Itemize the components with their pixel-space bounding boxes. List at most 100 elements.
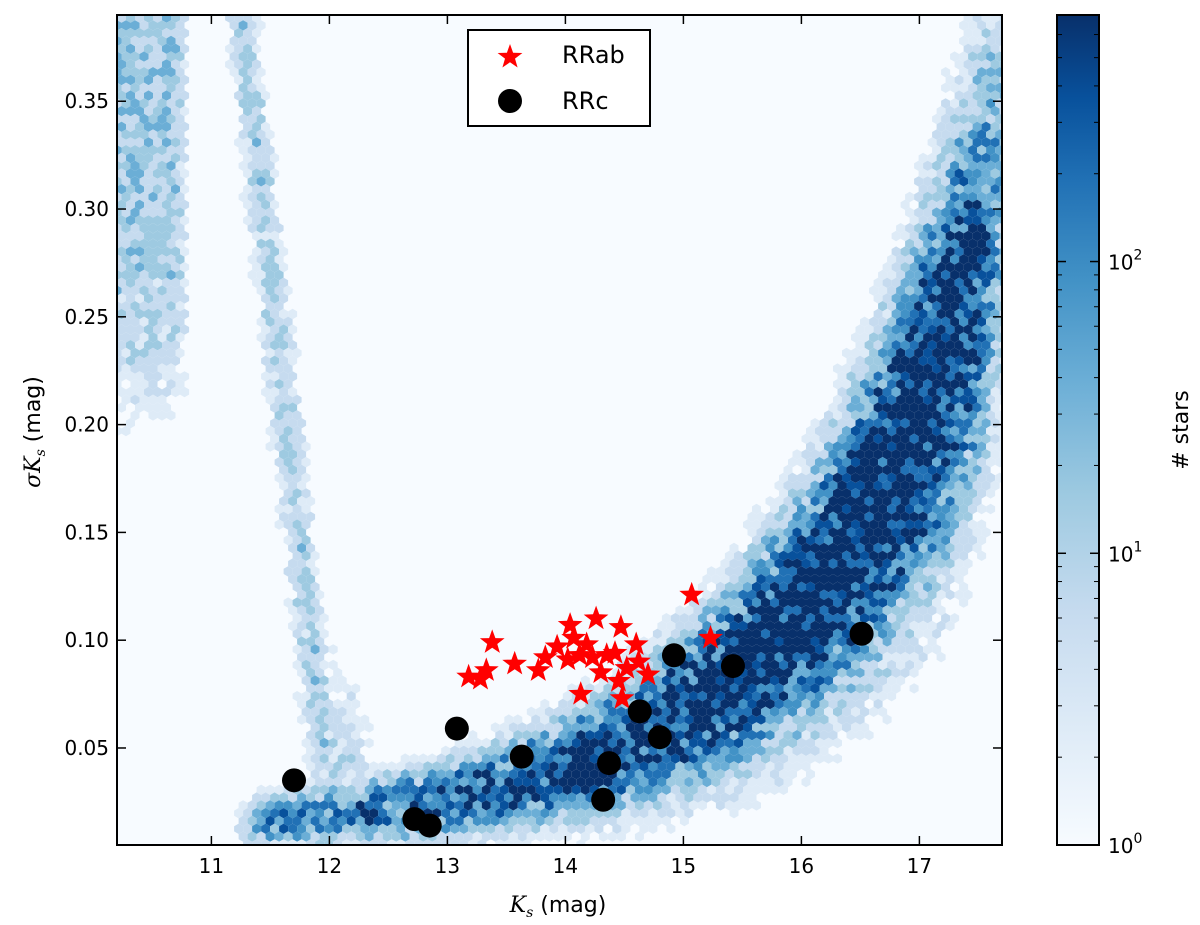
hexbin-cell [765,620,775,632]
hexbin-cell [918,574,928,585]
hexbin-cell [342,683,352,694]
hexbin-cell [297,589,307,600]
hexbin-cell [175,347,185,359]
hexbin-cell [130,285,140,296]
hexbin-cell [274,316,284,327]
hexbin-cell [301,628,311,639]
hexbin-cell [882,605,892,616]
hexbin-cell [306,823,316,834]
hexbin-cell [180,121,190,132]
hexbin-cell [729,730,739,741]
hexbin-cell [765,496,775,507]
hexbin-cell [905,659,915,671]
hexbin-cell [968,316,978,327]
hexbin-cell [679,753,689,764]
hexbin-cell [927,480,937,491]
hexbin-cell [905,285,915,296]
hexbin-cell [306,698,316,710]
hexbin-cell [765,511,775,522]
hexbin-cell [144,324,153,335]
hexbin-cell [986,176,996,187]
hexbin-cell [621,776,631,788]
hexbin-cell [837,714,847,725]
hexbin-cell [891,636,901,647]
hexbin-cell [918,589,928,600]
hexbin-cell [950,207,960,218]
hexbin-cell [972,28,982,39]
hexbin-cell [117,59,126,70]
hexbin-cell [158,5,167,15]
hexbin-cell [508,784,518,795]
hexbin-cell [833,441,842,452]
hexbin-cell [833,363,842,374]
hexbin-cell [378,792,388,803]
hexbin-cell [630,745,640,756]
hexbin-cell [963,480,973,491]
hexbin-cell [887,379,897,390]
hexbin-cell [936,324,946,335]
hexbin-cell [697,753,707,764]
hexbin-cell [148,285,158,296]
hexbin-cell [571,784,581,795]
hexbin-cell [945,371,955,382]
hexbin-cell [310,675,320,686]
hexbin-cell [981,355,991,366]
hexbin-cell [126,215,135,226]
hexbin-cell [932,425,942,437]
hexbin-cell [679,800,689,811]
hexbin-cell [301,753,311,764]
hexbin-cell [648,808,658,819]
rrab-star-marker [474,657,499,681]
hexbin-cell [549,714,559,725]
hexbin-cell [693,667,703,678]
hexbin-cell [851,659,860,671]
hexbin-cell [346,706,356,717]
hexbin-cell [720,574,730,585]
hexbin-cell [941,332,951,343]
hexbin-cell [144,28,153,39]
hexbin-cell [328,815,338,827]
hexbin-cell [292,347,302,359]
hexbin-cell [126,293,135,304]
hexbin-cell [702,776,712,788]
hexbin-cell [697,691,707,702]
hexbin-cell [878,613,888,624]
hexbin-cell [315,636,325,647]
hexbin-cell [788,472,797,483]
hexbin-cell [589,769,599,780]
hexbin-cell [954,589,964,600]
hexbin-cell [261,324,271,335]
hexbin-cell [558,823,568,834]
hexbin-cell [878,691,888,702]
hexbin-cell [270,308,280,320]
hexbin-cell [603,776,613,788]
hexbin-cell [855,496,865,507]
hexbin-cell [148,113,158,125]
hexbin-cell [148,301,158,312]
hexbin-cell [905,254,915,265]
hexbin-cell [770,566,779,577]
hexbin-cell [1004,114,1013,124]
hexbin-cell [571,706,581,717]
hexbin-cell [121,160,131,171]
hexbin-cell [153,137,162,148]
hexbin-cell [517,815,527,827]
hexbin-cell [553,753,563,764]
hexbin-cell [756,652,766,663]
hexbin-cell [180,230,190,242]
hexbin-cell [842,644,851,655]
hexbin-cell [747,730,757,741]
hexbin-cell [729,792,739,803]
hexbin-cell [162,246,171,257]
hexbin-cell [670,753,680,764]
hexbin-cell [761,706,770,717]
hexbin-cell [139,363,149,374]
hexbin-cell [752,613,761,624]
hexbin-cell [148,145,158,156]
hexbin-cell [864,355,874,366]
hexbin-cell [981,246,991,257]
hexbin-cell [130,51,140,62]
hexbin-cell [963,43,973,54]
hexbin-cell [468,776,478,788]
hexbin-cell [130,67,140,78]
